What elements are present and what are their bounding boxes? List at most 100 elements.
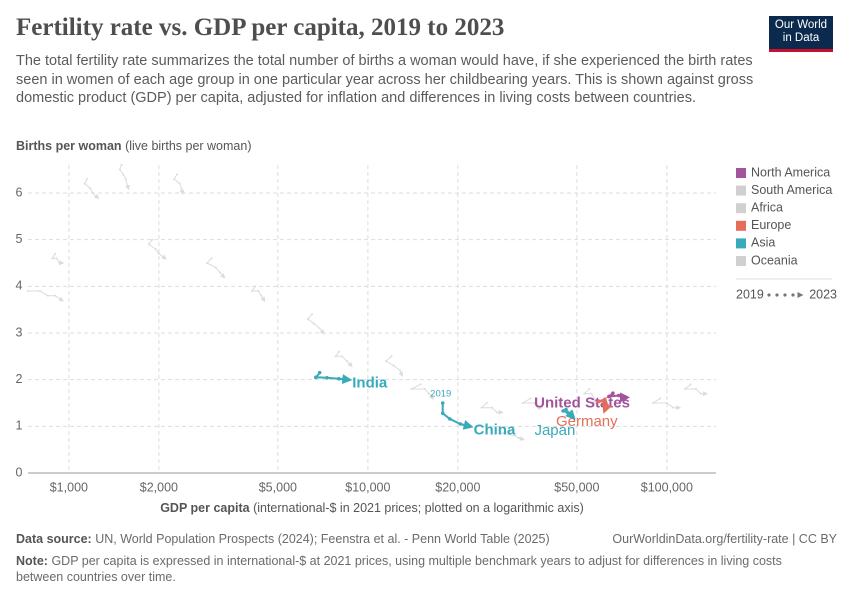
logo[interactable]: Our World in Data (769, 16, 833, 52)
background-trajectory-point (694, 388, 697, 390)
background-trajectory (173, 174, 185, 195)
trajectory-point (440, 401, 445, 405)
background-trajectory-point (684, 388, 687, 390)
background-trajectory-point (427, 392, 430, 395)
time-legend-dot (775, 293, 779, 297)
start-label: 2019 (430, 389, 451, 400)
background-trajectory-point (210, 257, 213, 260)
legend-swatch (736, 238, 746, 249)
y-tick-label: 2 (16, 372, 23, 386)
background-trajectory-point (529, 397, 532, 400)
x-tick-label: $100,000 (641, 480, 693, 494)
x-tick-label: $5,000 (259, 480, 297, 494)
y-axis-label: Births per woman (live births per woman) (16, 139, 252, 153)
legend-label: North America (751, 165, 830, 179)
background-trajectory-point (699, 392, 702, 395)
background-trajectory-point (385, 360, 388, 362)
trajectory-point (448, 417, 452, 421)
background-trajectory-point (521, 402, 524, 404)
background-trajectory-point (164, 257, 167, 260)
background-trajectory-point (214, 266, 217, 269)
background-trajectory-point (533, 402, 536, 404)
series-label: Japan (534, 422, 575, 439)
legend-swatch (736, 185, 746, 196)
background-trajectory-point (127, 187, 130, 190)
legend-label: Africa (751, 200, 783, 214)
background-trajectory-point (147, 243, 150, 246)
trajectory (441, 403, 474, 430)
background-trajectory-point (345, 360, 348, 362)
background-trajectory-point (96, 196, 99, 199)
background-trajectory-point (206, 262, 209, 264)
x-tick-label: $50,000 (554, 480, 599, 494)
background-trajectory-point (173, 178, 176, 180)
time-legend-start: 2019 (736, 287, 764, 301)
background-trajectory-point (540, 406, 543, 409)
background-trajectory-point (181, 192, 184, 194)
background-trajectory-point (490, 406, 493, 409)
time-legend-end: 2023 (809, 287, 837, 301)
background-trajectory-point (689, 383, 692, 386)
trajectory-point (561, 409, 565, 413)
background-trajectory-point (398, 369, 401, 372)
x-tick-label: $2,000 (140, 480, 178, 494)
y-tick-label: 4 (16, 279, 23, 293)
background-trajectory (147, 239, 167, 260)
background-trajectory-point (337, 350, 340, 353)
trajectory-point (337, 376, 341, 381)
background-trajectory-point (341, 355, 344, 358)
trajectory-point (605, 403, 609, 407)
trajectory-point (620, 395, 625, 400)
background-trajectory-point (83, 182, 86, 185)
series-label: China (474, 421, 516, 438)
background-trajectory-point (517, 437, 520, 439)
background-trajectory-point (350, 364, 353, 367)
background-trajectory-point (500, 432, 503, 435)
background-trajectory-point (91, 192, 94, 194)
trajectory-point (568, 412, 572, 417)
background-trajectory-point (51, 257, 54, 260)
background-trajectory-point (322, 332, 325, 334)
time-legend-dot (783, 293, 787, 297)
time-legend-dot (767, 293, 771, 297)
background-trajectory-point (254, 285, 257, 288)
trajectory-point (602, 408, 607, 412)
trajectory-point (616, 393, 621, 398)
background-trajectory-point (61, 262, 64, 264)
background-trajectory-point (495, 411, 498, 414)
trajectory-point (467, 424, 472, 429)
background-trajectory-point (592, 397, 595, 400)
url[interactable]: OurWorldinData.org/fertility-rate | CC B… (612, 532, 837, 546)
legend-label: Asia (751, 236, 775, 250)
background-trajectory-point (176, 173, 179, 176)
trajectory-point (607, 394, 611, 399)
background-trajectory-point (151, 238, 154, 241)
background-trajectory-point (419, 383, 422, 386)
background-trajectory-point (27, 290, 29, 292)
background-trajectory (28, 290, 64, 302)
background-trajectory-point (659, 397, 662, 400)
background-trajectory-point (672, 406, 675, 409)
trajectory-point (565, 410, 570, 415)
background-trajectory (251, 286, 266, 302)
y-tick-label: 3 (16, 325, 23, 339)
background-trajectory-point (536, 406, 539, 409)
legend-label: Europe (751, 218, 791, 232)
y-tick-label: 6 (16, 185, 23, 199)
background-trajectory-point (513, 434, 516, 437)
x-axis-label: GDP per capita (international-$ in 2021 … (160, 501, 584, 515)
y-tick-label: 1 (16, 419, 23, 433)
trajectory-point (458, 422, 463, 426)
trajectory-point (314, 375, 318, 380)
trajectory-point (602, 397, 607, 402)
legend-swatch (736, 168, 746, 178)
background-trajectory-point (218, 271, 221, 274)
background-trajectory-point (55, 257, 58, 260)
background-trajectory-point (54, 294, 57, 297)
trajectory-point (346, 377, 351, 382)
background-trajectory-point (588, 388, 591, 390)
background-trajectory-point (652, 402, 655, 404)
legend-label: Oceania (751, 253, 798, 267)
background-trajectory-point (310, 313, 313, 316)
